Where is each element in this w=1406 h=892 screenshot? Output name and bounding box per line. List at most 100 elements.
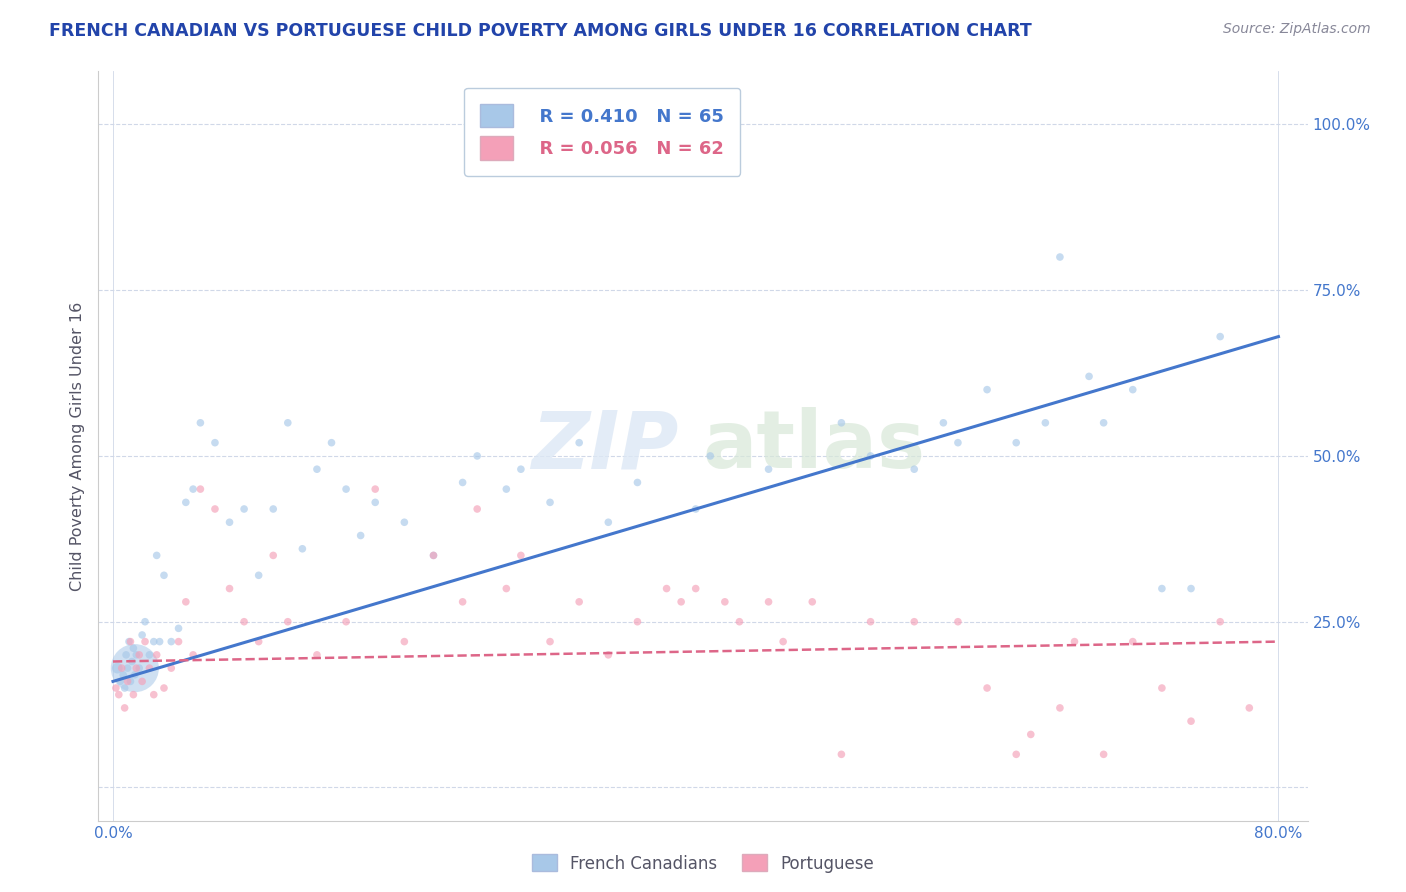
Point — [495, 582, 517, 596]
Point — [394, 515, 416, 529]
Point — [125, 648, 148, 662]
Point — [145, 648, 167, 662]
Point — [335, 615, 357, 629]
Point — [655, 582, 678, 596]
Point — [117, 674, 139, 689]
Point — [181, 482, 204, 496]
Point — [108, 688, 131, 702]
Point — [1239, 701, 1261, 715]
Point — [946, 435, 969, 450]
Point — [145, 549, 167, 563]
Point — [598, 648, 620, 662]
Point — [1180, 714, 1202, 728]
Point — [167, 621, 190, 635]
Point — [495, 482, 517, 496]
Point — [305, 648, 328, 662]
Point — [321, 435, 343, 450]
Point — [262, 549, 284, 563]
Point — [903, 615, 925, 629]
Point — [142, 634, 165, 648]
Point — [104, 681, 127, 695]
Point — [1150, 582, 1173, 596]
Point — [134, 634, 156, 648]
Point — [153, 681, 176, 695]
Point — [1049, 250, 1071, 264]
Point — [1049, 701, 1071, 715]
Point — [830, 416, 852, 430]
Point — [105, 661, 128, 675]
Point — [1092, 416, 1115, 430]
Text: Source: ZipAtlas.com: Source: ZipAtlas.com — [1223, 22, 1371, 37]
Point — [128, 661, 150, 675]
Point — [946, 615, 969, 629]
Point — [111, 661, 134, 675]
Text: atlas: atlas — [703, 407, 927, 485]
Text: ZIP: ZIP — [531, 407, 679, 485]
Point — [121, 655, 143, 669]
Point — [1122, 383, 1144, 397]
Point — [120, 674, 142, 689]
Point — [394, 634, 416, 648]
Point — [932, 416, 955, 430]
Point — [167, 634, 190, 648]
Point — [160, 661, 183, 675]
Point — [1078, 369, 1101, 384]
Point — [174, 595, 197, 609]
Point — [364, 495, 387, 509]
Point — [598, 515, 620, 529]
Point — [233, 615, 256, 629]
Point — [131, 628, 153, 642]
Point — [728, 615, 751, 629]
Point — [1063, 634, 1085, 648]
Point — [115, 648, 138, 662]
Point — [149, 634, 172, 648]
Point — [142, 688, 165, 702]
Point — [204, 435, 226, 450]
Point — [125, 661, 148, 675]
Point — [247, 634, 270, 648]
Point — [669, 595, 692, 609]
Point — [112, 667, 135, 681]
Point — [903, 462, 925, 476]
Point — [262, 502, 284, 516]
Point — [181, 648, 204, 662]
Point — [190, 482, 212, 496]
Point — [110, 674, 132, 689]
Text: FRENCH CANADIAN VS PORTUGUESE CHILD POVERTY AMONG GIRLS UNDER 16 CORRELATION CHA: FRENCH CANADIAN VS PORTUGUESE CHILD POVE… — [49, 22, 1032, 40]
Point — [1122, 634, 1144, 648]
Point — [291, 541, 314, 556]
Point — [128, 648, 150, 662]
Point — [465, 449, 488, 463]
Point — [114, 701, 136, 715]
Point — [247, 568, 270, 582]
Legend: French Canadians, Portuguese: French Canadians, Portuguese — [524, 847, 882, 880]
Point — [451, 475, 474, 490]
Point — [122, 688, 145, 702]
Point — [218, 582, 240, 596]
Point — [277, 416, 299, 430]
Point — [218, 515, 240, 529]
Point — [131, 674, 153, 689]
Point — [801, 595, 824, 609]
Point — [626, 615, 648, 629]
Point — [1033, 416, 1056, 430]
Point — [118, 634, 141, 648]
Point — [138, 648, 160, 662]
Point — [190, 416, 212, 430]
Point — [568, 595, 591, 609]
Point — [1092, 747, 1115, 762]
Point — [976, 383, 998, 397]
Point — [1005, 435, 1028, 450]
Point — [451, 595, 474, 609]
Point — [1005, 747, 1028, 762]
Point — [364, 482, 387, 496]
Point — [685, 582, 707, 596]
Point — [124, 667, 146, 681]
Point — [233, 502, 256, 516]
Point — [204, 502, 226, 516]
Point — [859, 449, 882, 463]
Y-axis label: Child Poverty Among Girls Under 16: Child Poverty Among Girls Under 16 — [69, 301, 84, 591]
Point — [538, 634, 561, 648]
Point — [714, 595, 737, 609]
Point — [124, 661, 146, 675]
